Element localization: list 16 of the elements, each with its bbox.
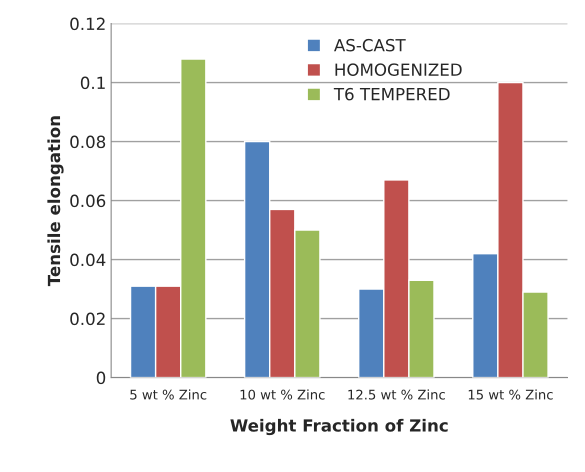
x-tick-label: 12.5 wt % Zinc [348, 389, 445, 400]
y-tick-label: 0.1 [80, 76, 105, 90]
y-tick-label: 0.02 [70, 312, 105, 326]
y-axis-title: Tensile elongation [47, 116, 64, 286]
y-tick-label: 0 [96, 372, 106, 384]
y-tick-label: 0.12 [70, 18, 105, 30]
x-tick-label: 5 wt % Zinc [130, 389, 206, 400]
x-tick-label: 10 wt % Zinc [240, 389, 325, 400]
legend-label: T6 TEMPERED [334, 88, 450, 100]
x-tick-label: 15 wt % Zinc [468, 389, 553, 400]
legend-label: AS-CAST [334, 38, 406, 52]
legend-label: HOMOGENIZED [336, 63, 462, 76]
y-tick-label: 0.08 [70, 136, 106, 148]
x-axis-title: Weight Fraction of Zinc [230, 418, 448, 436]
y-tick-label: 0.04 [70, 254, 106, 266]
y-tick-label: 0.06 [70, 194, 106, 208]
